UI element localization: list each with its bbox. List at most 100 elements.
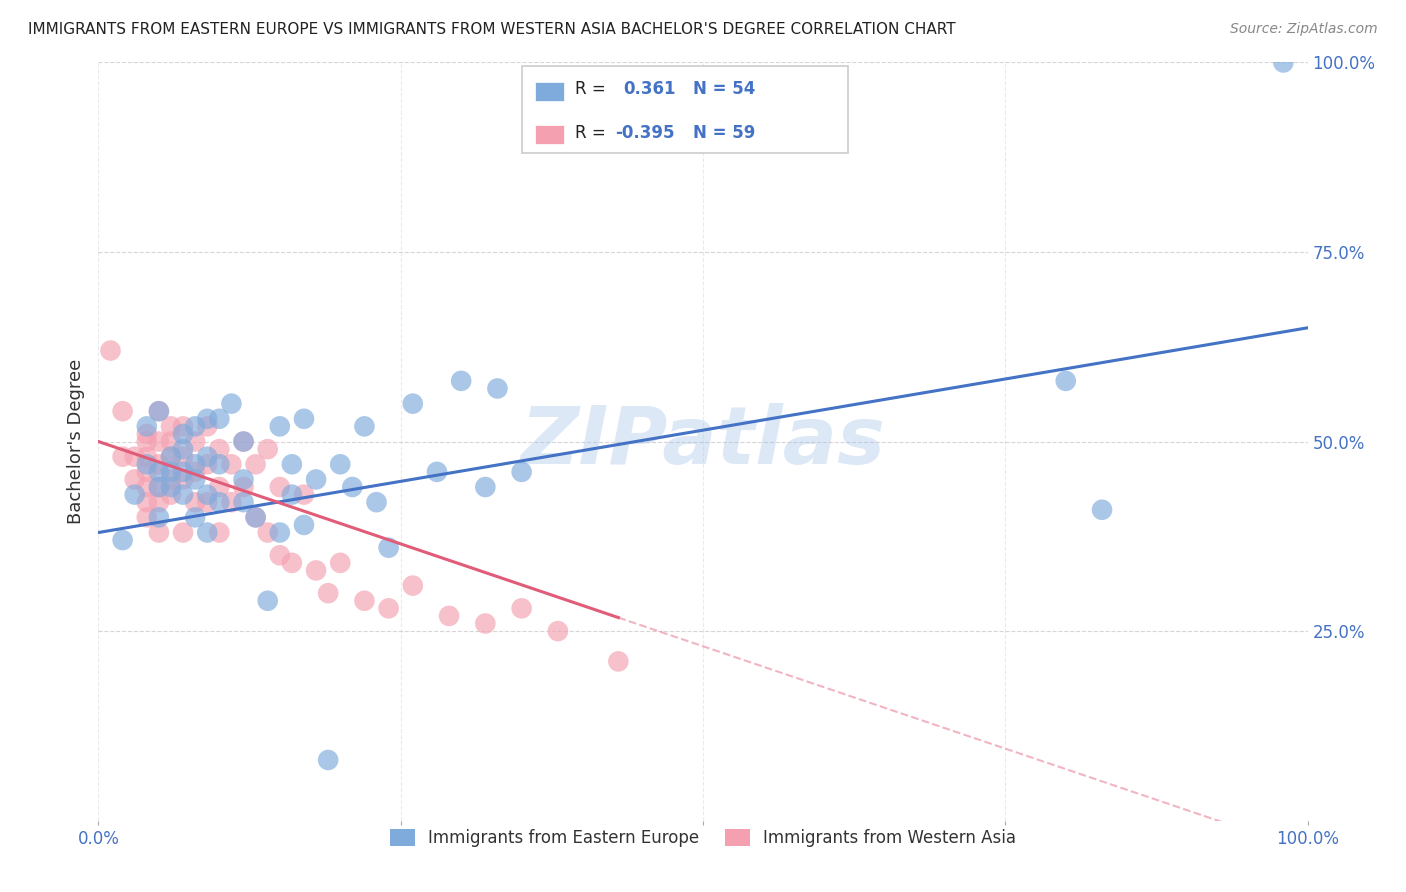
Point: [208, 525, 231, 540]
Point: [377, 601, 399, 615]
Text: 0.361: 0.361: [623, 80, 676, 98]
Point: [195, 458, 218, 472]
Point: [256, 442, 278, 457]
Point: [135, 427, 157, 442]
Point: [269, 419, 291, 434]
Point: [281, 556, 304, 570]
Text: N = 59: N = 59: [693, 124, 755, 142]
Point: [281, 458, 304, 472]
Point: [547, 624, 569, 639]
Point: [221, 396, 243, 410]
Point: [184, 465, 207, 479]
Point: [148, 480, 170, 494]
Point: [486, 382, 509, 396]
Text: IMMIGRANTS FROM EASTERN EUROPE VS IMMIGRANTS FROM WESTERN ASIA BACHELOR'S DEGREE: IMMIGRANTS FROM EASTERN EUROPE VS IMMIGR…: [28, 22, 956, 37]
Point: [148, 404, 170, 418]
Point: [135, 434, 157, 449]
Point: [135, 510, 157, 524]
Point: [305, 564, 328, 578]
Point: [232, 473, 254, 487]
Point: [195, 412, 218, 426]
Point: [184, 473, 207, 487]
Point: [148, 480, 170, 494]
Point: [160, 473, 183, 487]
Point: [135, 450, 157, 464]
Point: [232, 480, 254, 494]
Point: [100, 343, 122, 358]
Point: [172, 419, 194, 434]
Point: [124, 450, 146, 464]
Point: [256, 525, 278, 540]
Point: [269, 480, 291, 494]
Point: [402, 579, 425, 593]
Point: [160, 465, 183, 479]
Point: [292, 517, 315, 532]
Point: [135, 495, 157, 509]
Point: [232, 495, 254, 509]
Point: [148, 510, 170, 524]
Point: [184, 495, 207, 509]
Point: [474, 480, 496, 494]
Text: ZIPatlas: ZIPatlas: [520, 402, 886, 481]
Point: [135, 458, 157, 472]
Point: [329, 556, 352, 570]
Point: [1272, 55, 1295, 70]
Text: R =: R =: [575, 124, 610, 142]
Point: [353, 594, 375, 608]
Point: [450, 374, 472, 388]
Point: [135, 419, 157, 434]
Text: N = 54: N = 54: [693, 80, 755, 98]
FancyBboxPatch shape: [534, 126, 564, 145]
Point: [342, 480, 364, 494]
Point: [184, 458, 207, 472]
Point: [172, 473, 194, 487]
Point: [1091, 503, 1114, 517]
Point: [184, 510, 207, 524]
Point: [195, 525, 218, 540]
Point: [256, 594, 278, 608]
Point: [245, 510, 267, 524]
Point: [111, 404, 134, 418]
Point: [124, 473, 146, 487]
Point: [172, 450, 194, 464]
Point: [172, 525, 194, 540]
Point: [135, 480, 157, 494]
Text: -0.395: -0.395: [614, 124, 675, 142]
Point: [1054, 374, 1077, 388]
Point: [148, 465, 170, 479]
Text: Source: ZipAtlas.com: Source: ZipAtlas.com: [1230, 22, 1378, 37]
Point: [135, 465, 157, 479]
Point: [208, 495, 231, 509]
Point: [160, 480, 183, 494]
Point: [148, 495, 170, 509]
Point: [305, 473, 328, 487]
Point: [329, 458, 352, 472]
Point: [208, 458, 231, 472]
Point: [607, 655, 630, 669]
Point: [353, 419, 375, 434]
Point: [184, 434, 207, 449]
Point: [111, 533, 134, 548]
Point: [510, 601, 533, 615]
Point: [208, 412, 231, 426]
Point: [148, 458, 170, 472]
Point: [316, 586, 339, 600]
Point: [184, 419, 207, 434]
FancyBboxPatch shape: [522, 66, 848, 153]
Point: [316, 753, 339, 767]
Point: [366, 495, 388, 509]
Point: [437, 608, 460, 623]
Point: [160, 450, 183, 464]
Point: [292, 487, 315, 501]
Point: [208, 480, 231, 494]
Point: [245, 458, 267, 472]
Point: [232, 434, 254, 449]
Point: [426, 465, 449, 479]
Point: [160, 450, 183, 464]
Point: [160, 487, 183, 501]
Point: [510, 465, 533, 479]
Point: [148, 434, 170, 449]
Y-axis label: Bachelor's Degree: Bachelor's Degree: [66, 359, 84, 524]
Point: [208, 442, 231, 457]
Legend: Immigrants from Eastern Europe, Immigrants from Western Asia: Immigrants from Eastern Europe, Immigran…: [384, 822, 1022, 854]
